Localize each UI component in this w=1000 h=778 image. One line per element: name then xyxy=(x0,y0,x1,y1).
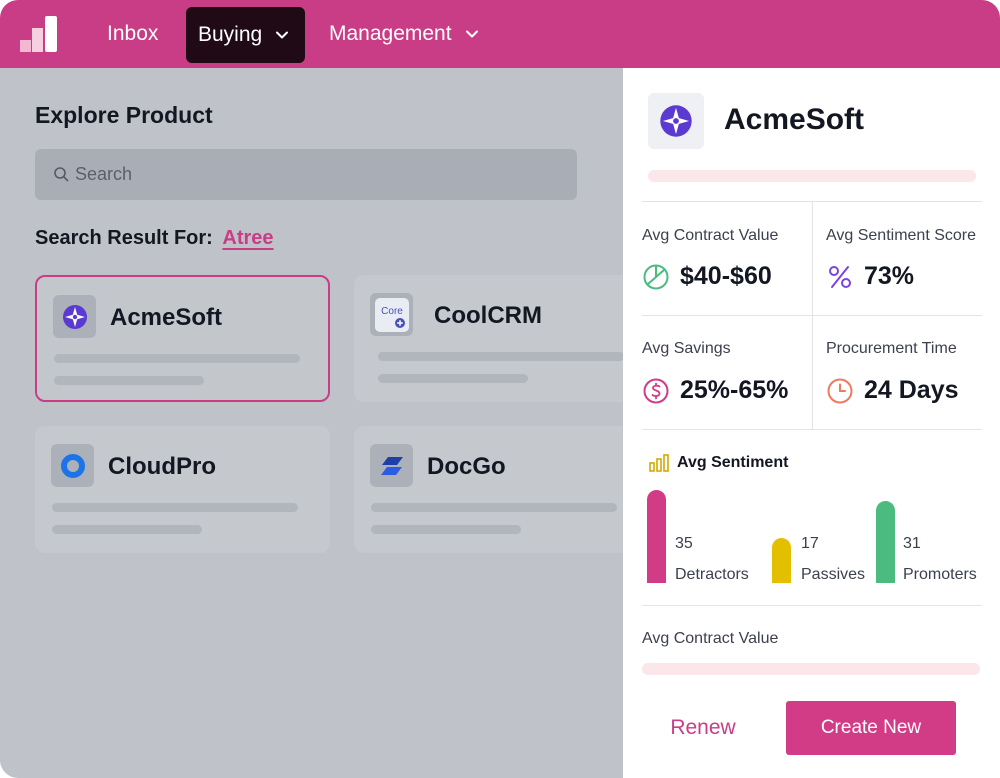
product-logo xyxy=(51,444,94,487)
search-icon xyxy=(54,167,69,182)
stripes-logo-icon xyxy=(380,456,403,475)
dollar-circle-icon xyxy=(643,378,669,403)
skeleton-line xyxy=(371,525,521,534)
metric-avg-savings: 25%-65% xyxy=(642,376,788,405)
svg-text:Core: Core xyxy=(381,306,403,317)
bar-chart-icon xyxy=(649,454,669,472)
bar-chart-logo-icon[interactable] xyxy=(20,16,60,52)
skeleton-line xyxy=(52,503,298,512)
skeleton-line xyxy=(378,352,623,361)
sentiment-count: 31 xyxy=(903,535,921,552)
sentiment-bar-promoters xyxy=(876,501,895,583)
renew-button[interactable]: Renew xyxy=(653,701,753,755)
product-name: CoolCRM xyxy=(434,302,542,329)
sentiment-label: Detractors xyxy=(675,566,749,583)
sentiment-count: 35 xyxy=(675,535,693,552)
contract-section-label: Avg Contract Value xyxy=(642,630,779,647)
product-title: AcmeSoft xyxy=(724,103,865,136)
ring-logo-icon xyxy=(60,453,85,478)
search-result-heading: Search Result For: Atree xyxy=(35,227,274,250)
metric-avg-sentiment-score: 73% xyxy=(826,262,914,291)
page-title: Explore Product xyxy=(35,102,213,128)
skeleton-line xyxy=(52,525,202,534)
top-navigation-bar: Inbox Buying Management xyxy=(0,0,1000,68)
create-new-button[interactable]: Create New xyxy=(786,701,956,755)
metric-label: Avg Contract Value xyxy=(642,227,779,244)
nav-item-label: Inbox xyxy=(107,22,159,45)
clock-icon xyxy=(827,378,853,403)
metric-label: Procurement Time xyxy=(826,340,957,357)
search-box[interactable] xyxy=(35,149,577,200)
product-detail-panel: AcmeSoft Avg Contract Value $40-$60 Avg … xyxy=(623,68,1000,778)
sentiment-title-text: Avg Sentiment xyxy=(677,454,789,471)
sentiment-count: 17 xyxy=(801,535,819,552)
product-card-coolcrm[interactable]: Core CoolCRM xyxy=(354,275,623,402)
product-logo xyxy=(370,444,413,487)
metric-avg-contract-value: $40-$60 xyxy=(642,262,772,291)
pie-chart-icon xyxy=(643,264,669,289)
divider xyxy=(642,605,982,606)
divider xyxy=(642,429,982,430)
chevron-down-icon xyxy=(276,31,289,39)
sentiment-label: Promoters xyxy=(903,566,977,583)
metric-label: Avg Savings xyxy=(642,340,731,357)
nav-item-label: Buying xyxy=(198,23,263,46)
sentiment-bar-passives xyxy=(772,538,791,583)
product-name: CloudPro xyxy=(108,453,216,480)
skeleton-line xyxy=(642,663,980,675)
skeleton-line xyxy=(378,374,528,383)
product-card-acmesoft[interactable]: AcmeSoft xyxy=(35,275,330,402)
compass-star-icon xyxy=(660,105,692,137)
skeleton-line xyxy=(54,376,204,385)
metric-value: 24 Days xyxy=(864,376,959,404)
metric-value: 25%-65% xyxy=(680,376,789,404)
skeleton-line xyxy=(648,170,976,182)
sentiment-title: Avg Sentiment xyxy=(649,454,788,472)
sentiment-label: Passives xyxy=(801,566,866,583)
compass-star-icon xyxy=(62,304,87,329)
search-input[interactable] xyxy=(75,149,565,200)
explore-product-area: Explore Product Search Result For: Atree… xyxy=(0,68,623,778)
search-result-term-link[interactable]: Atree xyxy=(222,227,274,249)
metric-value: $40-$60 xyxy=(680,262,772,290)
product-logo xyxy=(53,295,96,338)
nav-item-inbox[interactable]: Inbox xyxy=(107,0,158,68)
product-name: DocGo xyxy=(427,453,506,480)
metric-procurement-time: 24 Days xyxy=(826,376,959,405)
product-name: AcmeSoft xyxy=(110,304,223,331)
product-logo xyxy=(648,93,704,149)
product-card-docgo[interactable]: DocGo xyxy=(354,426,623,553)
percent-icon xyxy=(829,265,851,288)
skeleton-line xyxy=(54,354,300,363)
metric-value: 73% xyxy=(864,262,915,290)
chevron-down-icon xyxy=(465,30,478,38)
nav-item-label: Management xyxy=(329,22,452,45)
divider xyxy=(642,315,982,316)
search-result-prefix: Search Result For: xyxy=(35,227,213,249)
product-card-cloudpro[interactable]: CloudPro xyxy=(35,426,330,553)
metric-label: Avg Sentiment Score xyxy=(826,227,977,244)
nav-item-management[interactable]: Management xyxy=(329,0,480,68)
nav-item-buying[interactable]: Buying xyxy=(186,7,305,63)
skeleton-line xyxy=(371,503,617,512)
sentiment-bar-detractors xyxy=(647,490,666,583)
core-logo-icon: Core xyxy=(374,297,409,332)
product-logo: Core xyxy=(370,293,413,336)
